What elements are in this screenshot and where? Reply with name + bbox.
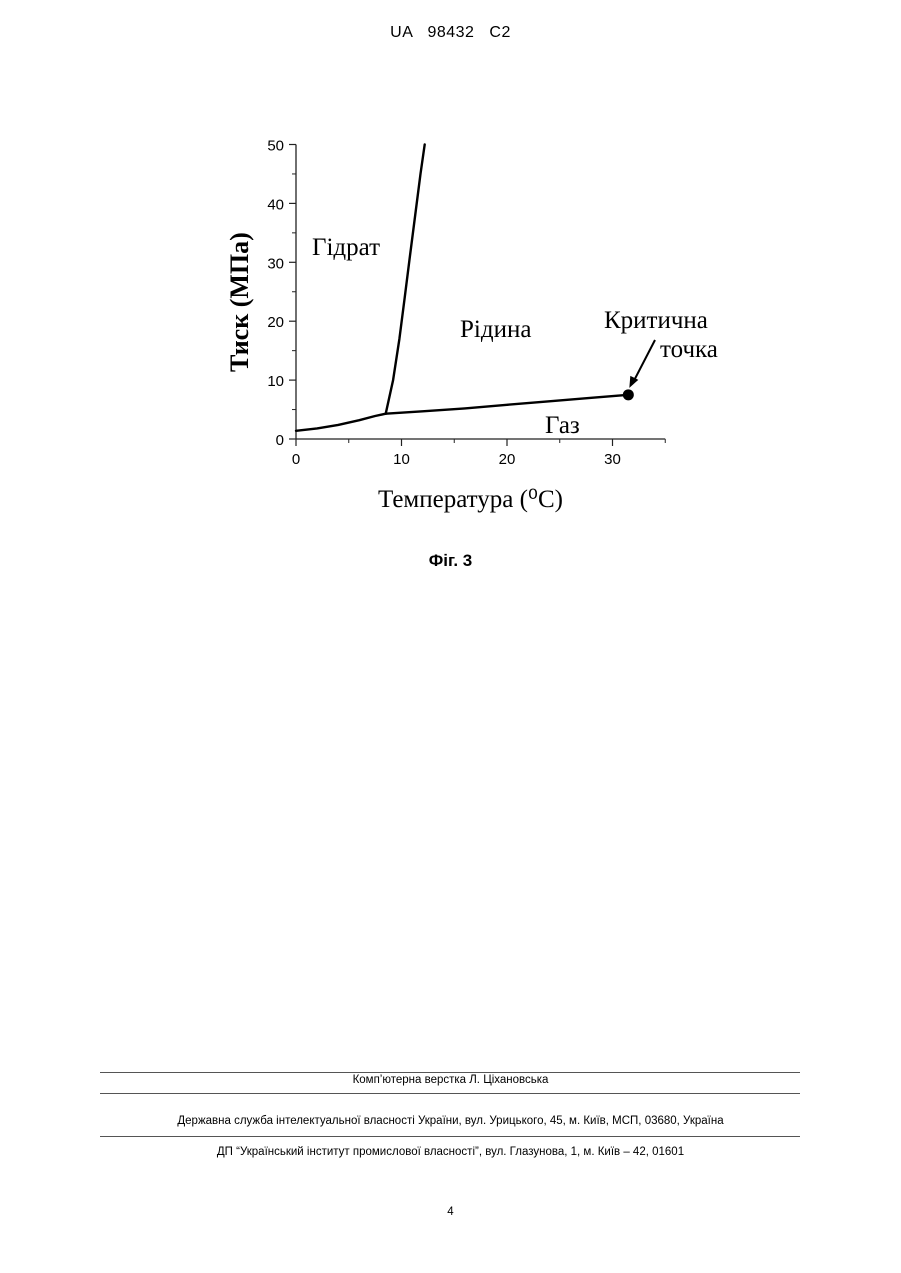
- critical-point-label-line2: точка: [660, 336, 718, 363]
- region-label-liquid: Рідина: [460, 316, 531, 343]
- footer-agency-address: Державна служба інтелектуальної власност…: [0, 1115, 901, 1127]
- x-axis-title: Температура (⁰С): [378, 486, 563, 513]
- y-tick-label: 50: [267, 138, 284, 155]
- chart-curves: [296, 145, 655, 431]
- x-tick-label: 20: [499, 451, 516, 468]
- x-tick-label: 0: [292, 451, 300, 468]
- critical-point-arrowhead: [629, 376, 638, 388]
- region-label-gas: Газ: [545, 412, 580, 439]
- liquid-gas-boundary: [386, 395, 629, 414]
- hydrate-gas-boundary: [296, 414, 386, 431]
- footer-divider: [100, 1136, 800, 1137]
- x-tick-label: 10: [393, 451, 410, 468]
- footer-institute-address: ДП “Український інститут промислової вла…: [0, 1146, 901, 1158]
- footer-divider: [100, 1093, 800, 1094]
- critical-point-arrow: [632, 340, 655, 384]
- footer-divider: [100, 1072, 800, 1073]
- y-axis-title: Тиск (МПа): [225, 232, 254, 372]
- critical-point-marker: [623, 389, 634, 400]
- y-tick-label: 10: [267, 373, 284, 390]
- y-tick-label: 0: [276, 432, 284, 449]
- page-number: 4: [0, 1206, 901, 1218]
- critical-point-label-line1: Критична: [604, 307, 708, 334]
- phase-diagram-figure: 0 10 20 30 40 50 0 10 20 30 Гідрат Рідина Газ Кри…: [0, 0, 901, 540]
- x-tick-label: 30: [604, 451, 621, 468]
- chart-axes: 0 10 20 30 40 50 0 10 20 30: [267, 138, 665, 469]
- footer-typesetter: Комп’ютерна верстка Л. Ціхановська: [0, 1074, 901, 1086]
- y-tick-label: 30: [267, 255, 284, 272]
- figure-caption: Фіг. 3: [0, 551, 901, 571]
- hydrate-liquid-boundary: [386, 145, 425, 414]
- y-tick-label: 40: [267, 196, 284, 213]
- y-tick-label: 20: [267, 314, 284, 331]
- chart-labels: Гідрат Рідина Газ Критична точка Темпера…: [225, 232, 718, 513]
- region-label-hydrate: Гідрат: [312, 234, 380, 261]
